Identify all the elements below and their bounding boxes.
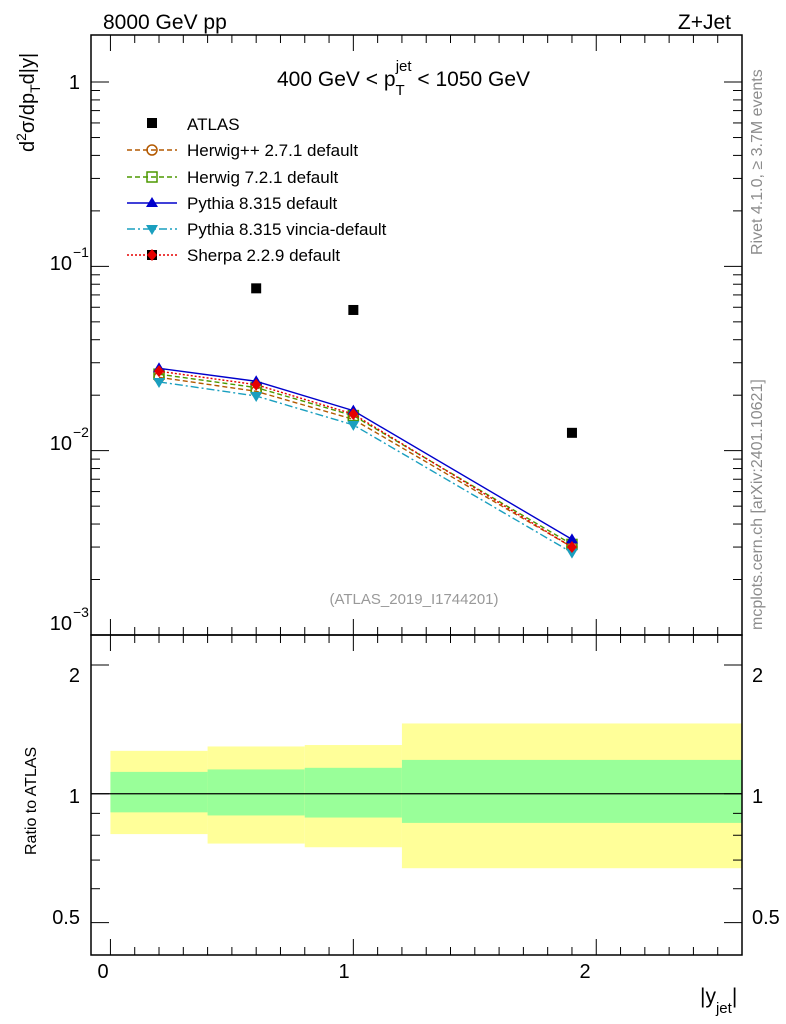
mcplots-label: mcplots.cern.ch [arXiv:2401.10621] [749, 379, 766, 630]
y-tick-label-0p1: 10 [50, 253, 72, 275]
y-tick-label-0p01-exp: −2 [73, 424, 89, 440]
legend-label-sherpa: Sherpa 2.2.9 default [187, 246, 340, 265]
main-x-ticks [109, 35, 743, 635]
xlabel-right: | [732, 985, 737, 1008]
ratio-y-tick-label-0p5: 0.5 [52, 907, 80, 929]
series-4-point [566, 541, 577, 554]
y-tick-label-0p01-base: 10 [50, 433, 72, 455]
ratio-y-tick-label-1-right: 1 [752, 786, 763, 808]
series-3-point [347, 420, 360, 431]
atlas-data-point [566, 427, 577, 438]
ratio-y-ticks [91, 664, 742, 924]
ratio-inner-band-1 [207, 769, 305, 816]
ratio-y-tick-label-2: 2 [69, 665, 80, 687]
legend-label-atlas: ATLAS [187, 115, 240, 134]
series-3-point [250, 392, 263, 403]
legend-label-herwigpp: Herwig++ 2.7.1 default [187, 141, 358, 160]
ylabel-mid: σ/dp [17, 93, 39, 133]
xlabel-sub: jet [715, 1000, 733, 1017]
series-line-3 [158, 381, 573, 554]
mc-series-group [153, 362, 578, 559]
atlas-data-point [251, 283, 262, 294]
main-panel: 1 10 −1 10 −2 10 −3 d2σ/dpTd|y| 400 GeV … [13, 34, 743, 636]
ylabel-sup: 2 [13, 133, 29, 141]
series-line-0 [158, 376, 573, 548]
ratio-y-tick-label-0p5-right: 0.5 [752, 907, 780, 929]
legend-label-vincia: Pythia 8.315 vincia-default [187, 220, 387, 239]
ratio-frame [90, 634, 743, 956]
series-4-point [251, 378, 262, 391]
legend-label-herwig7: Herwig 7.2.1 default [187, 168, 338, 187]
legend-marker-herwig7 [146, 171, 158, 183]
ratio-inner-band-2 [304, 767, 402, 818]
atlas-data-point [348, 304, 359, 315]
legend-label-pythia: Pythia 8.315 default [187, 194, 338, 213]
x-tick-label-1: 1 [338, 961, 349, 983]
ylabel-d: d [17, 141, 39, 152]
series-line-4 [158, 370, 573, 548]
y-tick-label-0p1-base: 10 [50, 253, 72, 275]
series-line-1 [158, 373, 573, 546]
title-sup-jet: jet [395, 58, 413, 75]
ylabel-end: d|y| [17, 53, 39, 85]
y-tick-label-0p001-exp: −3 [73, 604, 89, 620]
rivet-version-label: Rivet 4.1.0, ≥ 3.7M events [749, 69, 766, 255]
series-4-point [348, 408, 359, 421]
x-axis-title: |yjet| [700, 985, 737, 1017]
legend-marker-atlas [147, 118, 157, 128]
ratio-inner-band-3 [401, 759, 742, 823]
y-tick-label-0p01: 10 [50, 433, 72, 455]
series-3-point [153, 377, 166, 388]
y-tick-label-0p001-base: 10 [50, 613, 72, 635]
ratio-bands [110, 723, 742, 869]
ratio-y-tick-label-2-right: 2 [752, 665, 763, 687]
main-y-axis-title: d2σ/dpTd|y| [13, 53, 43, 152]
y-tick-label-0p001: 10 [50, 613, 72, 635]
title-sub-T: T [396, 82, 405, 99]
title-lower: 400 GeV < p [277, 68, 396, 91]
y-tick-label-0p1-exp: −1 [73, 244, 89, 260]
legend-marker-herwigpp [146, 144, 158, 156]
header-process-label: Z+Jet [678, 11, 731, 34]
legend-marker-vincia [146, 225, 158, 235]
header-collision-label: 8000 GeV pp [103, 11, 227, 34]
ratio-inner-band-0 [110, 771, 208, 813]
analysis-id-label: (ATLAS_2019_I1744201) [329, 591, 498, 608]
ylabel-sub: T [27, 84, 43, 93]
y-tick-label-1: 1 [69, 72, 80, 94]
x-tick-label-0: 0 [97, 961, 108, 983]
xlabel-left: |y [700, 985, 716, 1008]
main-y-ticks [91, 81, 742, 636]
ratio-y-axis-title: Ratio to ATLAS [23, 747, 40, 855]
series-4-point [154, 365, 165, 378]
series-line-2 [158, 367, 573, 541]
legend: ATLAS Herwig++ 2.7.1 default Herwig 7.2.… [127, 115, 387, 265]
legend-marker-sherpa [147, 249, 157, 261]
series-3-point [565, 548, 578, 559]
ratio-y-tick-label-1: 1 [69, 786, 80, 808]
atlas-data-group [251, 283, 577, 438]
series-2-point [565, 533, 578, 544]
main-plot-title: 400 GeV < pTjet < 1050 GeV [277, 58, 530, 99]
ratio-panel: 2 1 0.5 2 1 0.5 Ratio to ATLAS 0 1 2 |yj… [23, 634, 780, 1017]
x-tick-label-2: 2 [579, 961, 590, 983]
legend-marker-pythia [146, 197, 158, 207]
title-upper: < 1050 GeV [412, 68, 531, 91]
